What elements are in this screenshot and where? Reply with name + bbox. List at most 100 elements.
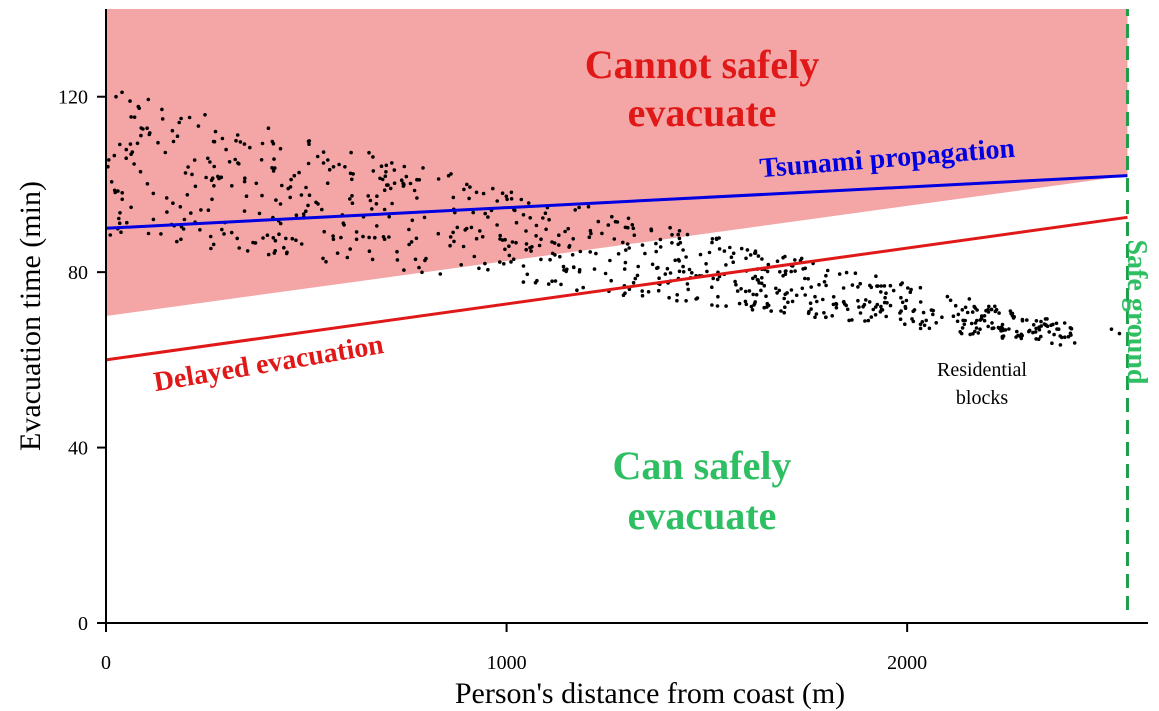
residential-block-point bbox=[756, 278, 760, 282]
residential-block-point bbox=[779, 309, 783, 313]
safe-ground-label: Safe ground bbox=[1121, 240, 1152, 385]
residential-block-point bbox=[462, 187, 466, 192]
residential-block-point bbox=[526, 201, 531, 205]
residential-block-point bbox=[159, 232, 163, 236]
residential-block-point bbox=[189, 211, 193, 215]
residential-block-point bbox=[625, 242, 630, 246]
residential-block-point bbox=[959, 331, 964, 336]
residential-block-point bbox=[869, 315, 874, 319]
residential-block-point bbox=[677, 229, 682, 233]
residential-block-point bbox=[464, 226, 469, 231]
residential-block-point bbox=[136, 104, 141, 109]
residential-block-point bbox=[866, 318, 871, 323]
residential-block-point bbox=[869, 285, 874, 290]
residential-block-point bbox=[519, 197, 524, 202]
residential-block-point bbox=[900, 281, 904, 285]
residential-block-point bbox=[594, 251, 598, 256]
residential-block-point bbox=[775, 291, 779, 295]
residential-block-point bbox=[588, 250, 592, 254]
residential-block-point bbox=[272, 251, 277, 255]
residential-block-point bbox=[734, 282, 738, 287]
residential-block-point bbox=[813, 294, 817, 299]
residential-block-point bbox=[179, 237, 183, 242]
residential-block-point bbox=[367, 150, 371, 155]
residential-block-point bbox=[304, 209, 308, 213]
residential-block-point bbox=[474, 190, 479, 195]
residential-block-point bbox=[927, 326, 932, 331]
residential-block-point bbox=[286, 186, 291, 191]
residential-block-point bbox=[151, 217, 156, 222]
residential-block-point bbox=[748, 253, 753, 257]
residential-block-point bbox=[875, 284, 879, 288]
residential-block-point bbox=[254, 181, 259, 186]
residential-block-point bbox=[715, 277, 720, 282]
residential-block-point bbox=[657, 276, 661, 281]
residential-block-point bbox=[920, 320, 925, 324]
residential-block-point bbox=[273, 166, 277, 170]
residential-block-point bbox=[390, 201, 394, 206]
residential-block-point bbox=[658, 245, 663, 249]
residential-block-point bbox=[553, 279, 558, 283]
residential-block-point bbox=[715, 304, 720, 308]
residential-block-point bbox=[710, 237, 715, 241]
residential-block-point bbox=[978, 318, 983, 322]
residential-block-point bbox=[754, 292, 759, 297]
residential-block-point bbox=[528, 216, 532, 220]
residential-block-point bbox=[1009, 311, 1013, 316]
residential-block-point bbox=[570, 253, 575, 257]
residential-block-point bbox=[694, 297, 698, 301]
residential-block-point bbox=[563, 229, 567, 234]
residential-block-point bbox=[354, 230, 359, 234]
residential-block-point bbox=[379, 164, 384, 168]
residential-block-point bbox=[1001, 328, 1005, 333]
residential-block-point bbox=[539, 237, 543, 241]
residential-block-point bbox=[185, 193, 190, 197]
residential-block-point bbox=[884, 291, 888, 296]
residential-block-point bbox=[233, 157, 237, 162]
residential-block-point bbox=[151, 191, 156, 196]
residential-block-point bbox=[514, 220, 519, 225]
residential-block-point bbox=[753, 251, 758, 255]
residential-block-point bbox=[622, 267, 627, 271]
residential-block-point bbox=[326, 158, 330, 162]
residential-block-point bbox=[331, 237, 336, 242]
residential-block-point bbox=[436, 177, 441, 181]
residential-block-point bbox=[301, 212, 306, 216]
residential-block-point bbox=[237, 246, 241, 250]
residential-block-point bbox=[160, 117, 165, 121]
residential-block-point bbox=[461, 244, 466, 249]
residential-block-point bbox=[610, 214, 614, 219]
residential-block-point bbox=[547, 217, 551, 222]
residential-block-point bbox=[119, 230, 123, 234]
residential-block-point bbox=[612, 237, 617, 241]
residential-block-point bbox=[212, 164, 216, 169]
residential-block-point bbox=[472, 254, 477, 259]
residential-block-point bbox=[337, 162, 341, 167]
residential-block-point bbox=[813, 315, 817, 320]
residential-block-point bbox=[783, 272, 788, 277]
residential-block-point bbox=[960, 308, 965, 312]
residential-block-point bbox=[807, 309, 811, 314]
residential-block-point bbox=[764, 294, 768, 299]
residential-block-point bbox=[491, 186, 495, 191]
residential-block-point bbox=[129, 115, 133, 119]
residential-block-point bbox=[621, 240, 625, 245]
residential-block-point bbox=[277, 232, 281, 236]
residential-block-point bbox=[528, 246, 532, 250]
residential-block-point bbox=[752, 301, 757, 306]
residential-block-point bbox=[212, 184, 216, 188]
residential-block-point bbox=[128, 142, 133, 146]
residential-block-point bbox=[765, 269, 770, 274]
residential-block-point bbox=[107, 158, 111, 162]
residential-block-point bbox=[504, 194, 509, 199]
residential-block-point bbox=[306, 203, 310, 208]
residential-block-point bbox=[649, 227, 653, 231]
residential-block-point bbox=[514, 240, 518, 245]
residential-block-point bbox=[451, 230, 455, 235]
residential-block-point bbox=[1062, 321, 1067, 325]
residential-block-point bbox=[698, 252, 703, 257]
residential-block-point bbox=[534, 234, 538, 238]
residential-block-point bbox=[1052, 332, 1056, 337]
residential-block-point bbox=[744, 302, 749, 307]
residential-block-point bbox=[967, 297, 972, 301]
